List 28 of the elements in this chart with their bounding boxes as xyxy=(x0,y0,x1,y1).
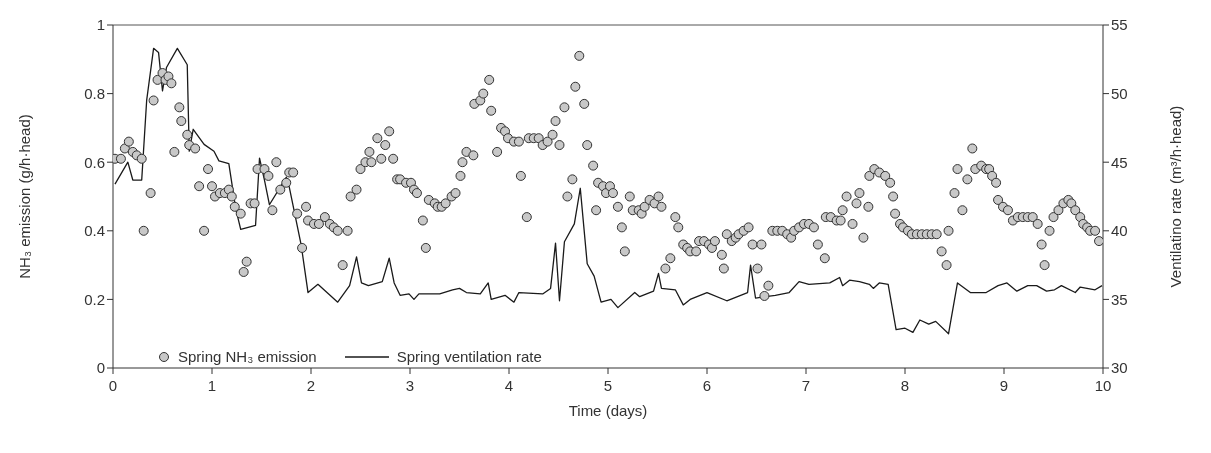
x-tick-label: 4 xyxy=(504,376,514,394)
x-tick-label: 2 xyxy=(306,376,316,394)
x-tick-label: 8 xyxy=(900,376,910,394)
y2-tick-label: 55 xyxy=(1111,16,1128,34)
y-tick-label: 0.4 xyxy=(84,222,105,240)
y-tick-label: 0.8 xyxy=(84,84,105,102)
y2-axis-title: Ventilatino rate (m³/h·head) xyxy=(1167,105,1184,288)
y-tick-label: 0.2 xyxy=(84,290,105,308)
x-tick-label: 10 xyxy=(1094,376,1112,394)
x-tick-label: 0 xyxy=(108,376,118,394)
y2-tick-label: 35 xyxy=(1111,290,1128,308)
x-tick-label: 1 xyxy=(207,376,217,394)
y-axis-title: NH₃ emission (g/h·head) xyxy=(16,114,33,279)
x-axis-title: Time (days) xyxy=(568,402,648,419)
x-tick-label: 3 xyxy=(405,376,415,394)
y2-tick-label: 30 xyxy=(1111,359,1128,377)
y2-tick-label: 40 xyxy=(1111,222,1128,240)
y-tick-label: 1 xyxy=(96,16,105,34)
x-tick-label: 5 xyxy=(603,376,613,394)
x-tick-label: 7 xyxy=(801,376,811,394)
y-tick-label: 0.6 xyxy=(84,153,105,171)
legend-label: Spring ventilation rate xyxy=(395,348,542,365)
x-tick-label: 9 xyxy=(999,376,1009,394)
legend-label: Spring NH₃ emission xyxy=(177,348,317,365)
y2-tick-label: 45 xyxy=(1111,153,1128,171)
x-tick-label: 6 xyxy=(702,376,712,394)
y2-tick-label: 50 xyxy=(1111,84,1128,102)
y-tick-label: 0 xyxy=(96,359,105,377)
